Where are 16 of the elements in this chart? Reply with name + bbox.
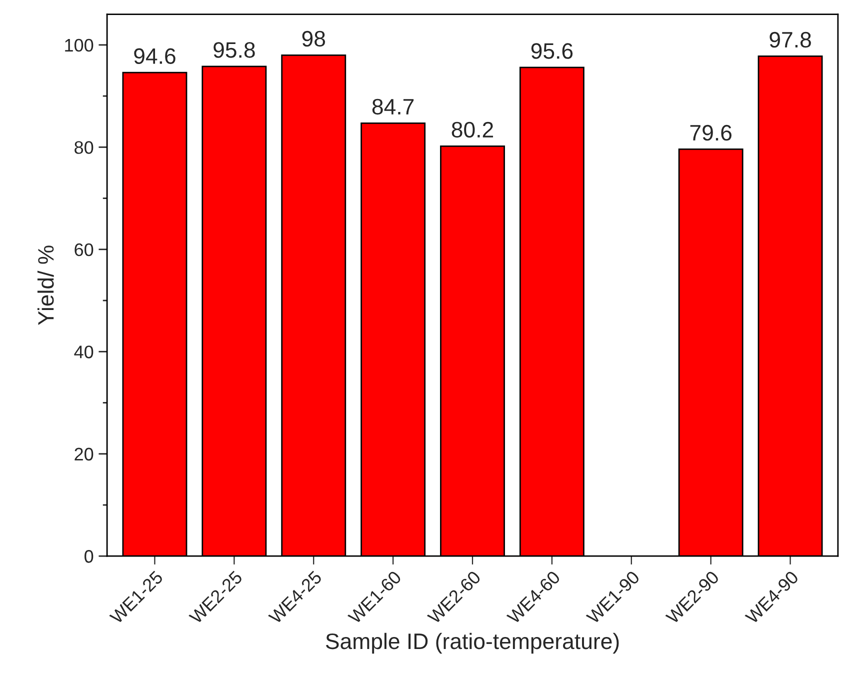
data-label: 98	[302, 30, 326, 47]
data-label: 94.6	[134, 48, 176, 64]
data-label: 80.2	[452, 122, 494, 138]
y-tick-label: 80	[74, 141, 94, 154]
y-tick-label: 40	[74, 346, 94, 358]
x-axis-title: Sample ID (ratio-temperature)	[326, 632, 619, 654]
y-axis-title: Yield/ %	[37, 246, 54, 326]
y-tick-label: 100	[65, 38, 94, 52]
y-tick-label: 20	[74, 448, 94, 461]
data-label: 95.8	[214, 42, 255, 58]
data-label: 97.8	[770, 32, 811, 48]
data-label: 79.6	[690, 124, 732, 141]
data-label: 95.6	[531, 43, 573, 59]
y-tick-label: 60	[74, 243, 94, 256]
y-tick-label: 0	[84, 550, 94, 563]
data-label: 84.7	[372, 98, 414, 115]
